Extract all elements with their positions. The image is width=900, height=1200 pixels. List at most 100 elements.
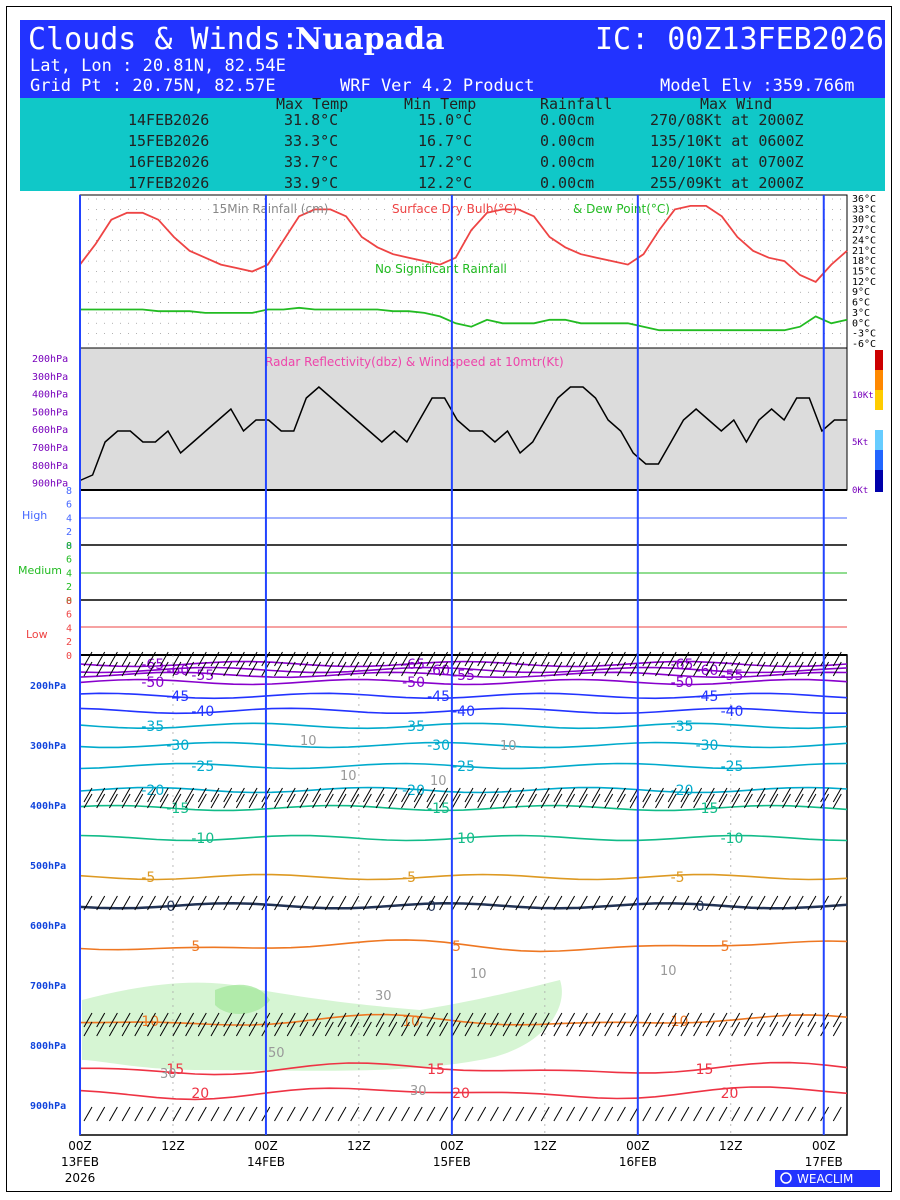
- radar-pressure-label: 400hPa: [32, 390, 68, 401]
- wind-barb: [235, 1012, 245, 1028]
- isotherm-label: -55: [191, 668, 214, 684]
- isotherm-label: 0: [427, 899, 436, 915]
- cloud-cover-tick: 0: [66, 596, 72, 607]
- wind-barb: [553, 1021, 563, 1037]
- wind-barb: [413, 1106, 423, 1122]
- temp-tick-label: 18°C: [852, 256, 876, 267]
- radar-pressure-label: 900hPa: [32, 479, 68, 490]
- wind-barb: [807, 895, 817, 911]
- wind-barb: [147, 1021, 156, 1037]
- wind-speed-tick: 10Kt: [852, 391, 874, 401]
- wind-barb: [362, 1012, 372, 1028]
- wind-barb: [223, 1012, 233, 1028]
- isotherms: -65 -65 -65-60 -60 -60-55 -55 -55-50 -50 -50-45-…: [79, 657, 848, 1102]
- model-elevation: Model Elv :359.766m: [660, 76, 855, 96]
- wind-barb: [337, 1106, 347, 1122]
- temp-tick-label: 33°C: [852, 204, 876, 215]
- wind-barb: [502, 1021, 512, 1037]
- wind-barb: [553, 661, 563, 677]
- cloud-cover-tick: 2: [66, 527, 72, 538]
- temp-tick-label: 30°C: [852, 215, 876, 226]
- wind-barb: [528, 661, 537, 677]
- wind-barb: [286, 1021, 296, 1037]
- wind-barb: [401, 895, 410, 911]
- location-name: Nuapada: [295, 22, 445, 57]
- wind-barb: [312, 793, 322, 809]
- wind-barb: [477, 787, 487, 803]
- wind-barb: [680, 1012, 690, 1028]
- isotherm-line: [79, 666, 848, 674]
- wind-barb: [693, 661, 703, 677]
- cloud-cover-tick: 0: [66, 541, 72, 552]
- isotherm-line: [79, 707, 847, 715]
- wind-barb: [477, 1012, 487, 1028]
- wind-barb: [578, 787, 588, 803]
- wind-barb: [134, 787, 144, 803]
- date-tick-label: 13FEB: [61, 1155, 99, 1169]
- wind-barb: [274, 793, 283, 809]
- wind-barb: [210, 1106, 220, 1122]
- legend-rainfall: 15Min Rainfall (cm): [212, 202, 328, 216]
- wind-barb: [782, 793, 791, 809]
- pressure-tick-label: 800hPa: [30, 1041, 66, 1052]
- wind-barb: [731, 651, 741, 667]
- isotherm-label: -60: [427, 663, 450, 679]
- wind-barb: [185, 651, 195, 667]
- cloud-cover-tick: 6: [66, 555, 72, 566]
- wind-barb: [591, 661, 601, 677]
- wind-barb: [426, 895, 436, 911]
- wind-barb: [705, 1106, 715, 1122]
- wind-barb: [629, 895, 639, 911]
- header-min-temp: Min Temp: [404, 95, 477, 113]
- wind-barb: [489, 651, 499, 667]
- wind-barb: [731, 1106, 741, 1122]
- header-max-temp: Max Temp: [276, 95, 349, 113]
- row-rainfall: 0.00cm: [540, 174, 595, 192]
- wind-barb: [451, 651, 461, 667]
- wind-barb: [807, 793, 817, 809]
- wind-barb: [705, 1012, 715, 1028]
- wind-barb: [337, 1021, 347, 1037]
- wind-barb: [185, 787, 195, 803]
- row-max-temp: 33.3°C: [284, 132, 339, 150]
- wind-barb: [489, 787, 499, 803]
- wind-barb: [693, 895, 703, 911]
- wind-barb: [604, 895, 614, 911]
- wind-barb: [96, 651, 106, 667]
- wind-barb: [604, 787, 614, 803]
- wind-barb: [769, 787, 779, 803]
- no-rainfall-note: No Significant Rainfall: [375, 262, 507, 276]
- wind-barb: [832, 651, 842, 667]
- isotherm-line: [79, 902, 848, 910]
- time-tick-label: 00Z: [68, 1139, 92, 1153]
- wind-barb: [159, 1012, 169, 1028]
- wind-barb: [604, 1012, 614, 1028]
- wind-barb: [350, 651, 360, 667]
- wind-barb: [121, 651, 131, 667]
- wind-barb: [832, 787, 842, 803]
- wind-barb: [528, 793, 537, 809]
- wind-barb: [197, 793, 207, 809]
- pressure-tick-label: 200hPa: [30, 681, 66, 692]
- wind-barb: [693, 1012, 703, 1028]
- wind-barb: [731, 787, 741, 803]
- wind-barb: [769, 1012, 779, 1028]
- isotherm-line: [79, 1086, 848, 1101]
- wind-barb: [756, 793, 766, 809]
- time-tick-label: 12Z: [719, 1139, 743, 1153]
- wind-barb: [756, 895, 766, 911]
- wind-barb: [312, 1106, 322, 1122]
- wind-barb: [832, 1021, 842, 1037]
- wind-barb: [731, 1012, 741, 1028]
- row-min-temp: 15.0°C: [418, 111, 473, 129]
- wind-barb: [324, 787, 334, 803]
- wind-barb: [680, 661, 690, 677]
- pressure-tick-label: 700hPa: [30, 981, 66, 992]
- wind-barb: [274, 787, 283, 803]
- wind-barb: [248, 793, 258, 809]
- wind-barb: [312, 895, 322, 911]
- temp-tick-label: 12°C: [852, 277, 876, 288]
- wind-barb: [324, 793, 334, 809]
- wind-barb: [629, 787, 639, 803]
